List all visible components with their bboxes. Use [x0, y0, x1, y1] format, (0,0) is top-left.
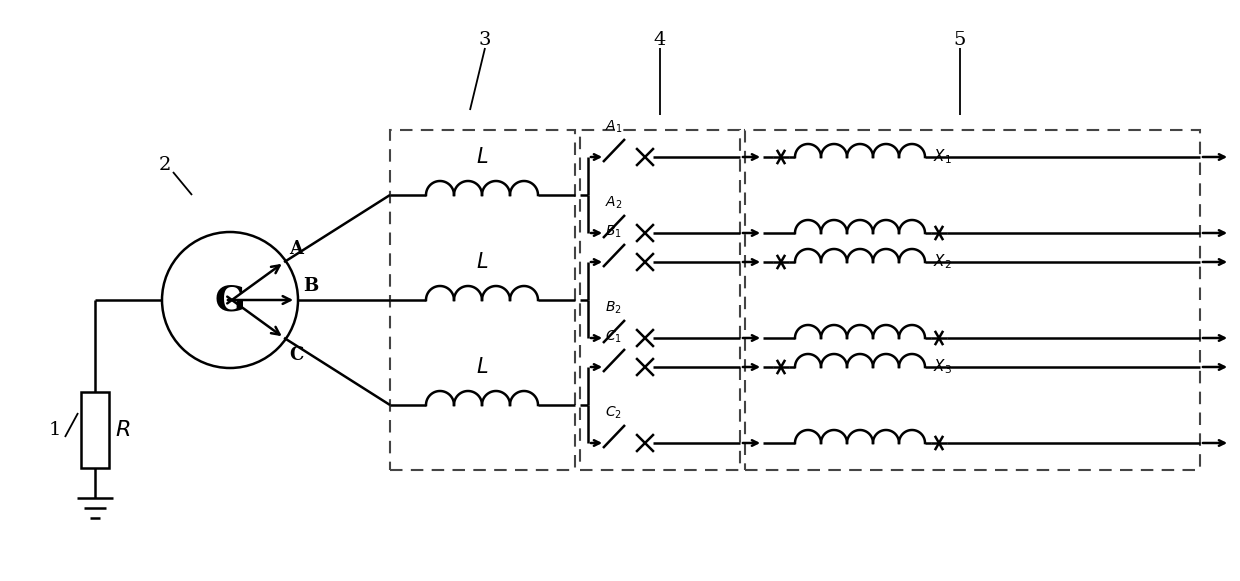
Text: G: G: [215, 283, 246, 317]
Text: 2: 2: [159, 156, 171, 174]
Text: $X_1$: $X_1$: [932, 148, 952, 166]
Text: $A_2$: $A_2$: [605, 195, 622, 211]
Text: $C_1$: $C_1$: [605, 329, 622, 345]
Text: $L$: $L$: [476, 357, 489, 377]
Text: 5: 5: [954, 31, 966, 49]
Text: 1: 1: [48, 421, 61, 439]
Text: $B_2$: $B_2$: [605, 300, 621, 316]
Text: 4: 4: [653, 31, 666, 49]
Text: $L$: $L$: [476, 252, 489, 272]
Text: B: B: [303, 277, 319, 295]
Text: A: A: [289, 240, 303, 258]
Text: $B_1$: $B_1$: [605, 224, 621, 240]
Text: $X_2$: $X_2$: [932, 253, 952, 271]
Text: C: C: [289, 346, 304, 364]
Text: $L$: $L$: [476, 147, 489, 167]
Text: $C_2$: $C_2$: [605, 404, 622, 421]
Text: $R$: $R$: [115, 419, 130, 441]
Text: $X_3$: $X_3$: [932, 358, 952, 376]
Text: $A_1$: $A_1$: [605, 119, 622, 135]
Text: 3: 3: [479, 31, 491, 49]
Bar: [81, 392, 109, 468]
